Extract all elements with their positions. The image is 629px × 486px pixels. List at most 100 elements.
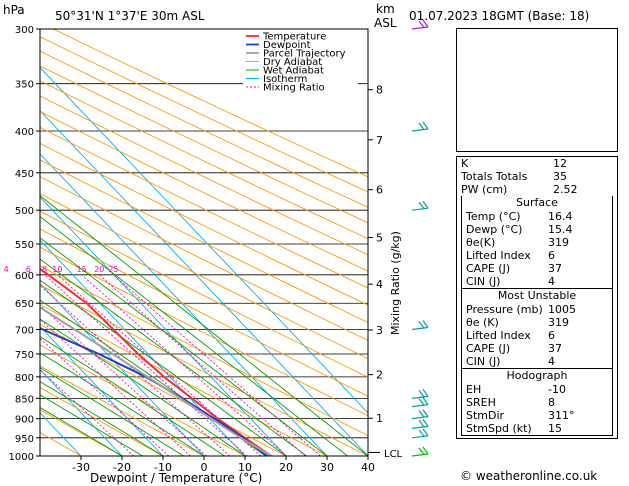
wind-barb-flag: [422, 419, 429, 427]
row-label: Dewp (°C): [466, 223, 523, 236]
pressure-tick-label: 950: [15, 434, 34, 445]
most-unstable-section: Most Unstable Pressure (mb) 1005 θe (K) 319…: [461, 289, 613, 369]
wind-barb-flag: [418, 321, 425, 329]
dry-adiabat-line: [40, 246, 368, 417]
indices-row: K 12: [457, 157, 617, 170]
hodograph-box: [456, 28, 618, 152]
pressure-tick-label: 900: [15, 415, 34, 426]
location-label: 50°31'N 1°37'E 30m ASL: [55, 9, 205, 23]
km-tick-label: 5: [376, 231, 383, 244]
pressure-tick-label: 400: [15, 127, 34, 138]
surface-row: θe(K) 319: [462, 236, 612, 249]
isotherm-line: [40, 282, 205, 456]
row-label: Lifted Index: [466, 249, 531, 262]
row-label: CIN (J): [466, 355, 501, 368]
row-label: CIN (J): [466, 275, 501, 288]
dry-adiabat-line: [40, 176, 368, 341]
most_unstable-row: Pressure (mb) 1005: [462, 303, 612, 316]
legend-entry: Parcel Trajectory: [263, 49, 346, 60]
hodograph-section: Hodograph EH -10 SREH 8 StmDir 311° StmSpd (kt…: [461, 369, 613, 436]
wet-adiabat-line: [40, 352, 205, 456]
hodograph_table-row: StmDir 311°: [462, 409, 612, 422]
row-value: 319: [548, 316, 569, 329]
plot-area: [40, 29, 368, 456]
row-value: 6: [548, 329, 555, 342]
wind-barb-flag: [422, 200, 429, 209]
most-unstable-title: Most Unstable: [497, 289, 577, 302]
mixing-ratio-label: 25: [108, 265, 118, 274]
km-tick-label: 4: [376, 278, 383, 291]
isotherm-line: [40, 153, 328, 456]
dry-adiabat-line: [40, 210, 368, 378]
temp-tick-label: 0: [201, 461, 208, 474]
mixing-ratio-label: 4: [4, 265, 9, 274]
indices-row: PW (cm) 2.52: [457, 183, 617, 196]
row-value: 15.4: [548, 223, 573, 236]
hodograph_table-row: SREH 8: [462, 396, 612, 409]
series-parcel-trajectory: [40, 306, 272, 456]
surface-row: Temp (°C) 16.4: [462, 210, 612, 223]
most_unstable-row: CAPE (J) 37: [462, 342, 612, 355]
dry-adiabat-line: [40, 80, 368, 240]
row-label: Lifted Index: [466, 329, 531, 342]
wind-barb-shaft: [411, 416, 429, 420]
row-label: Pressure (mb): [466, 303, 543, 316]
row-label: SREH: [466, 396, 496, 409]
wind-barb-flag: [418, 410, 425, 418]
wind-barb-shaft: [411, 435, 429, 439]
altitude-unit-km: km: [376, 2, 395, 16]
wind-barb-flag: [418, 122, 425, 130]
dry-adiabat-line: [40, 409, 123, 456]
pressure-tick-label: 700: [15, 326, 34, 337]
mixing-ratio-label: 10: [52, 265, 62, 274]
mixing-ratio-line: [99, 274, 306, 456]
indices-row: Totals Totals 35: [457, 170, 617, 183]
row-label: Temp (°C): [466, 210, 521, 223]
wind-barb-flag: [418, 429, 425, 437]
row-label: θe(K): [466, 236, 496, 249]
pressure-tick-label: 450: [15, 169, 34, 180]
wind-barb-flag: [422, 19, 429, 28]
temp-tick-label: 20: [279, 461, 293, 474]
hodograph_table-row: StmSpd (kt) 15: [462, 422, 612, 435]
surface-title: Surface: [516, 196, 558, 209]
dry-adiabat-line: [40, 387, 164, 456]
row-value: -10: [548, 383, 566, 396]
wet-adiabat-line: [40, 406, 123, 456]
pressure-tick-label: 300: [15, 25, 34, 36]
isotherm-line: [40, 66, 368, 414]
km-tick-label: 2: [376, 369, 383, 382]
row-value: 1005: [548, 303, 576, 316]
pressure-tick-label: 750: [15, 350, 34, 361]
mixing-ratio-line: [40, 369, 135, 456]
km-tick-label: 6: [376, 184, 383, 197]
wet-adiabat-line: [40, 318, 246, 456]
pressure-tick-label: 600: [15, 271, 34, 282]
row-value: 15: [548, 422, 562, 435]
wind-barb-shaft: [411, 404, 429, 408]
dry-adiabat-line: [40, 228, 368, 397]
most_unstable-row: CIN (J) 4: [462, 355, 612, 368]
mixing-ratio-label: 20: [94, 265, 104, 274]
row-label: StmSpd (kt): [466, 422, 532, 435]
wind-barb-flag: [422, 446, 429, 455]
surface-rows: Temp (°C) 16.4 Dewp (°C) 15.4 θe(K) 319 Lifted…: [462, 210, 612, 288]
wet-adiabat-line: [40, 258, 307, 456]
dry-adiabat-line: [40, 265, 368, 437]
wet-adiabat-line: [40, 216, 348, 456]
wind-barb-flag: [422, 428, 429, 437]
wind-barb-flag: [422, 389, 429, 397]
row-value: 12: [553, 157, 567, 170]
wind-barbs: [411, 19, 429, 457]
pressure-tick-label: 800: [15, 373, 34, 384]
dry-adiabat-line: [40, 142, 368, 306]
pressure-unit: hPa: [3, 3, 25, 17]
dry-adiabat-line: [40, 344, 246, 456]
wind-barb-shaft: [411, 453, 429, 457]
pressure-tick-label: 500: [15, 206, 34, 217]
dry-adiabat-line: [40, 193, 368, 360]
pressure-tick-label: 550: [15, 240, 34, 251]
wet-adiabat-line: [40, 195, 368, 456]
series-dewpoint: [40, 327, 268, 456]
pressure-tick-label: 1000: [9, 452, 34, 463]
